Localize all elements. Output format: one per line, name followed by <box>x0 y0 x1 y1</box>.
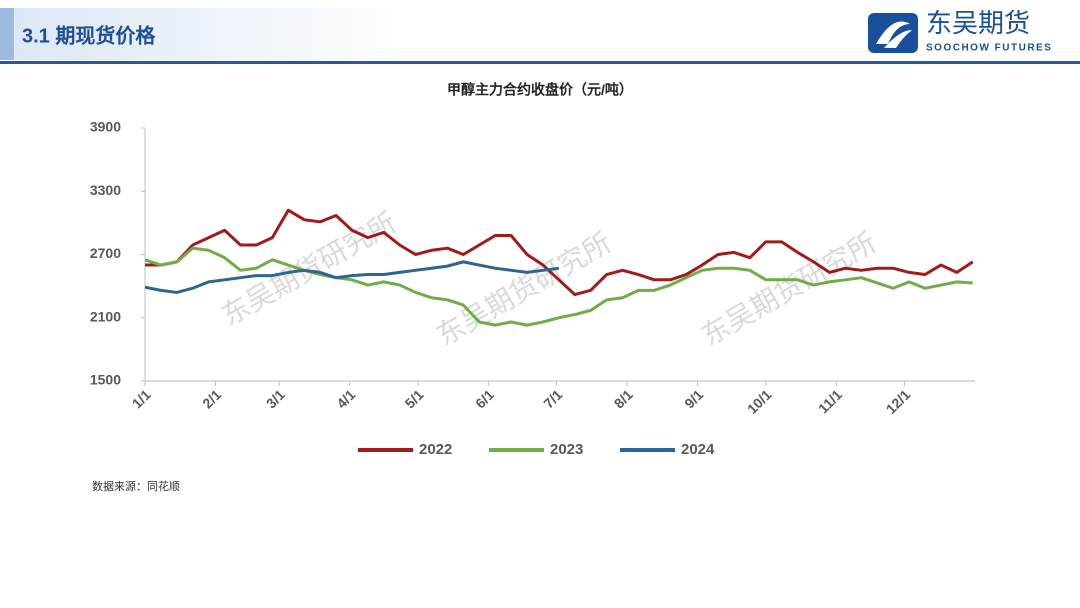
watermark: 东吴期货研究所 <box>431 227 616 352</box>
logo-cn: 东吴期货 <box>926 8 1030 38</box>
legend-label: 2023 <box>550 441 583 458</box>
y-tick-label: 2700 <box>90 245 121 261</box>
y-tick-label: 3900 <box>90 119 121 135</box>
x-tick-label: 9/1 <box>681 386 706 411</box>
chart-title: 甲醇主力合约收盘价（元/吨） <box>447 82 633 98</box>
x-tick-label: 11/1 <box>815 386 845 416</box>
series-line <box>144 260 560 294</box>
x-tick-label: 4/1 <box>333 386 358 411</box>
source-note: 数据来源：同花顺 <box>92 479 180 493</box>
series-line <box>144 246 973 327</box>
header-accent <box>0 8 14 60</box>
x-tick-label: 2/1 <box>199 386 224 411</box>
x-tick-label: 6/1 <box>472 386 497 411</box>
logo-icon <box>868 13 918 53</box>
x-tick-label: 12/1 <box>883 386 914 417</box>
x-tick-label: 3/1 <box>263 386 288 411</box>
legend-label: 2022 <box>419 441 452 458</box>
y-tick-label: 1500 <box>90 372 121 388</box>
x-tick-label: 7/1 <box>540 386 565 411</box>
header-band <box>14 8 414 60</box>
header-title: 3.1 期现货价格 <box>22 23 156 47</box>
legend-label: 2024 <box>681 441 715 458</box>
x-tick-label: 10/1 <box>744 386 775 417</box>
x-tick-label: 5/1 <box>402 386 427 411</box>
series-line <box>145 208 974 297</box>
logo-en: SOOCHOW FUTURES <box>926 43 1052 54</box>
x-tick-label: 8/1 <box>611 386 636 411</box>
y-tick-label: 2100 <box>90 308 121 324</box>
x-tick-label: 1/1 <box>129 386 154 411</box>
y-tick-label: 3300 <box>90 182 121 198</box>
header-rule <box>0 61 1080 64</box>
